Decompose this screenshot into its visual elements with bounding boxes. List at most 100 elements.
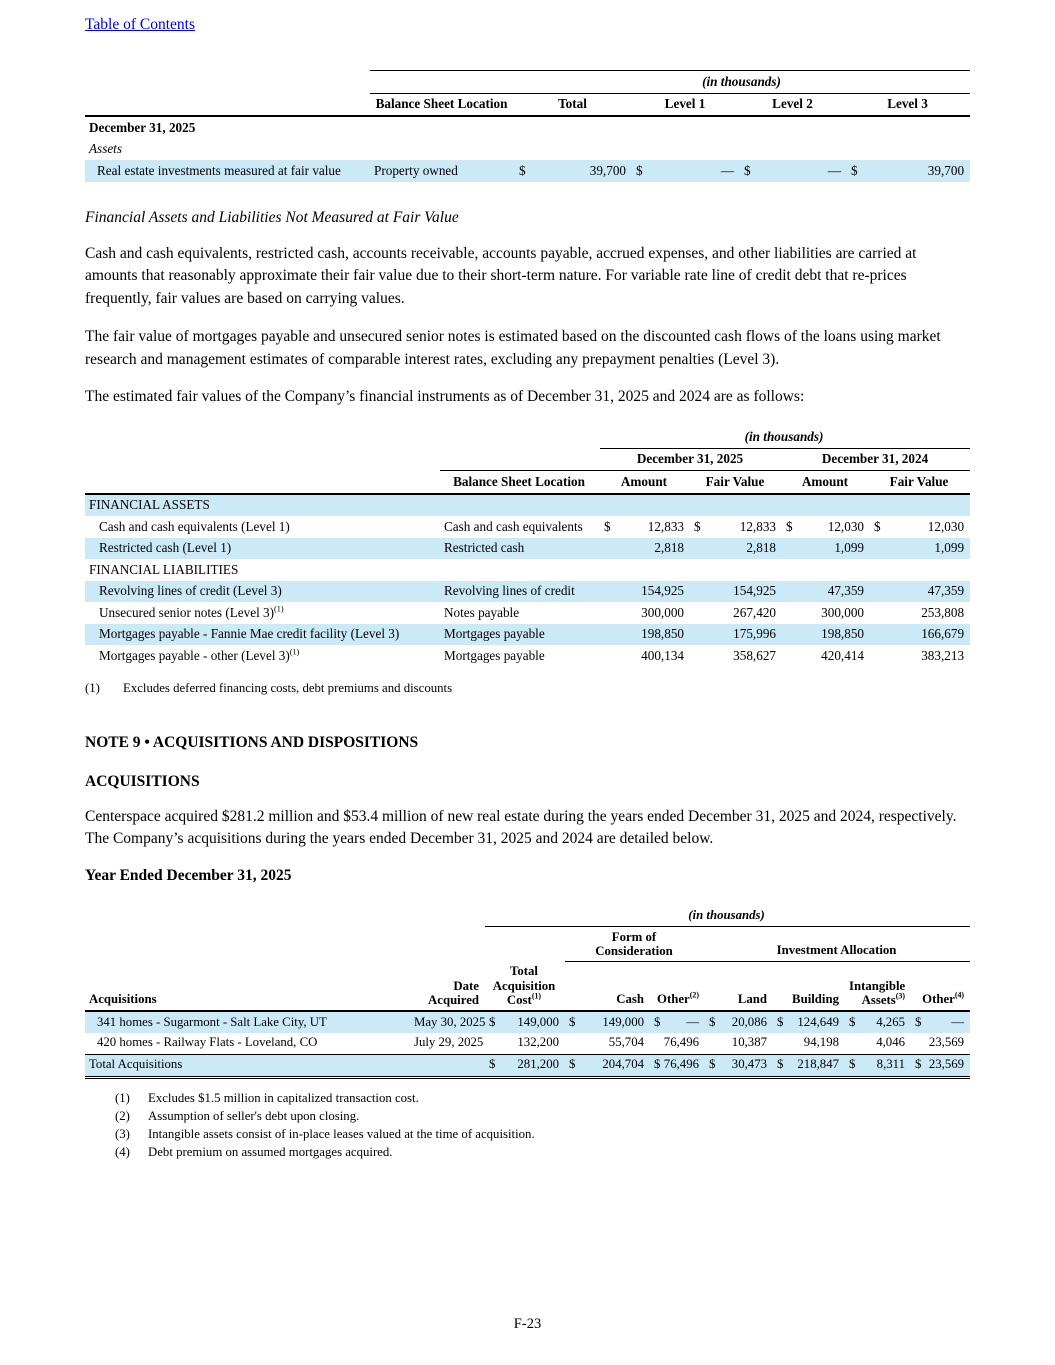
cell-value: 76,496 [663,1035,699,1050]
fair-value-2025-cell: 154,925 [690,580,782,603]
dollar-sign: $ [849,1014,856,1029]
cell-value: 267,420 [733,604,776,620]
dollar-sign: $ [874,518,881,534]
table-row: Mortgages payable - Fannie Mae credit fa… [85,623,971,646]
spacer-cell [370,70,515,94]
fair-value-2024-cell: $12,030 [870,516,970,538]
row-label: Mortgages payable - Fannie Mae credit fa… [85,623,440,646]
cell-value: 300,000 [641,604,684,620]
building-cell: $218,847 [773,1053,845,1079]
spacer-cell [440,426,600,448]
cell-value: 23,569 [928,1035,965,1050]
column-header-level1: Level 1 [632,93,740,117]
column-header-acquisitions: Acquisitions [85,961,410,1013]
other4-cell: $ — [911,1011,971,1033]
header-line: Total [510,964,538,979]
land-cell: $30,473 [705,1053,773,1079]
intangible-cell: 4,046 [845,1033,911,1054]
fair-value-2024-cell: 383,213 [870,645,970,667]
column-header-other4: Other(4) [911,961,971,1013]
table-row: Cash and cash equivalents (Level 1) Cash… [85,516,970,538]
table-row: Revolving lines of credit (Level 3) Revo… [85,580,971,603]
section-label: FINANCIAL ASSETS [85,493,971,517]
footnote-text: Excludes $1.5 million in capitalized tra… [148,1090,419,1105]
cell-value: 39,700 [589,162,626,178]
dollar-sign: $ [569,1014,576,1029]
dollar-sign: $ [654,1014,661,1029]
fair-value-2024-cell: 166,679 [870,623,971,646]
column-header-total: Total [515,93,632,117]
year-ended-heading: Year Ended December 31, 2025 [85,867,292,885]
date-cell: May 30, 2025 [410,1011,485,1033]
location-cell: Mortgages payable [440,623,600,646]
amount-2024-cell: 1,099 [782,537,870,560]
cell-value: 420,414 [821,647,864,663]
in-thousands-row: (in thousands) [85,426,971,449]
dollar-sign: $ [709,1057,716,1072]
dollar-sign: $ [709,1014,716,1029]
footnote-text: Intangible assets consist of in-place le… [148,1126,535,1141]
note9-heading: NOTE 9 • ACQUISITIONS AND DISPOSITIONS [85,733,419,751]
cell-value: 12,833 [739,518,776,534]
dollar-sign: $ [851,162,858,178]
dollar-sign: $ [777,1014,784,1029]
spacer-cell [410,905,485,926]
row-label: 420 homes - Railway Flats - Loveland, CO [97,1035,318,1050]
cell-value: July 29, 2025 [414,1035,484,1050]
footnote-ref: (1) [274,604,284,614]
amount-2024-cell: $12,030 [782,516,870,538]
cell-value: 4,046 [876,1035,905,1050]
dollar-sign: $ [569,1057,576,1072]
row-label: Unsecured senior notes (Level 3)(1) [85,602,440,624]
spacer-cell [85,426,440,448]
header-line: Assets(3) [849,992,905,1007]
amount-2025-cell: 400,134 [600,645,690,667]
amount-2024-cell: 300,000 [782,602,870,624]
section-row-financial-assets: FINANCIAL ASSETS [85,493,971,517]
fair-value-2024-cell: 47,359 [870,580,971,603]
table-of-contents-link[interactable]: Table of Contents [85,16,195,33]
row-label: Cash and cash equivalents (Level 1) [99,518,290,534]
dollar-sign: $ [604,518,611,534]
cell-value: 132,200 [517,1035,559,1050]
cell-value: May 30, 2025 [414,1014,485,1029]
group-header-line: Consideration [595,944,673,959]
footnote-marker: (1) [85,680,100,695]
fair-value-2025-cell: 175,996 [690,623,782,646]
cell-value: 198,850 [821,626,864,642]
section-label: Assets [89,141,122,156]
column-header-amount-2024: Amount [782,470,870,495]
amount-2025-cell: 154,925 [600,580,690,603]
column-header-intangible-assets: Intangible Assets(3) [845,961,911,1013]
dollar-sign: $ [519,162,526,178]
row-label-text: Mortgages payable - other (Level 3) [99,647,290,663]
amount-2024-cell: 198,850 [782,623,870,646]
cell-value: 383,213 [921,647,965,663]
cell-value: 94,198 [803,1035,839,1050]
column-header-location: Balance Sheet Location [440,470,600,495]
location-cell: Revolving lines of credit [440,580,600,603]
header-text: Other [657,991,690,1006]
column-header-fair-value-2025: Fair Value [690,470,782,495]
spacer-cell [85,905,410,926]
cell-value: 55,704 [608,1035,644,1050]
cell-value: 1,099 [834,540,864,556]
cell-value: 12,030 [827,518,864,534]
in-thousands-label: (in thousands) [515,70,971,94]
column-header-land: Land [705,961,773,1013]
cell-value: 149,000 [517,1014,559,1029]
total-cell: $39,700 [515,160,632,182]
column-header-date-acquired: Date Acquired [410,961,485,1013]
location-cell: Cash and cash equivalents [444,518,583,534]
in-thousands-row: (in thousands) [85,70,971,94]
acquisitions-heading: ACQUISITIONS [85,772,200,790]
cell-value: 253,808 [921,604,965,620]
column-header-level2: Level 2 [740,93,847,117]
dollar-sign: $ [915,1057,922,1072]
dollar-sign: $ [489,1057,496,1072]
footnote: (3) Intangible assets consist of in-place… [115,1127,970,1142]
cost-cell: 132,200 [485,1033,565,1054]
group-header-2025: December 31, 2025 [600,448,782,472]
fair-value-2025-cell: $12,833 [690,516,782,538]
footnote-ref: (1) [531,991,542,1001]
